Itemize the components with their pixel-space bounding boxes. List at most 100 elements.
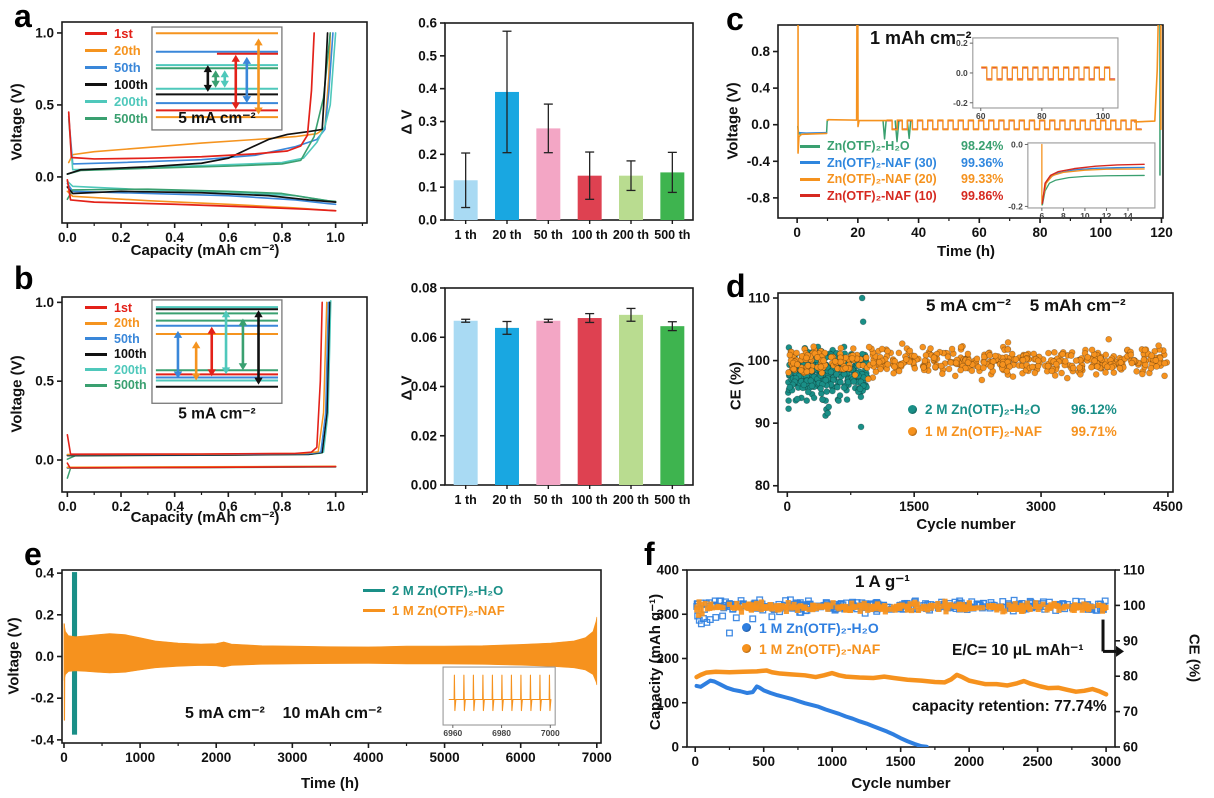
legend-swatch (85, 117, 107, 120)
legend-label: 1 M Zn(OTF)₂-NAF (392, 602, 505, 618)
legend-label: 500th (114, 378, 147, 393)
panel-a-bar-chart: 0.0 0.1 0.2 0.3 0.4 0.5 0.6 1 th 20 th 50 th 100 t… (418, 16, 694, 242)
legend-item: 2 M Zn(OTF)₂-H₂O 96.12% (908, 398, 1117, 420)
svg-text:0.2: 0.2 (35, 607, 54, 622)
svg-text:200: 200 (656, 651, 679, 666)
svg-text:1 th: 1 th (455, 493, 477, 507)
legend-item: 1 M Zn(OTF)₂-H₂O (742, 617, 880, 638)
legend-item: 2 M Zn(OTF)₂-H₂O (363, 580, 505, 600)
legend-item: 500th (85, 110, 148, 127)
legend-swatch (85, 32, 107, 35)
panel-c-legend: Zn(OTF)₂-H₂O 98.24% Zn(OTF)₂-NAF (30) 99.3… (800, 138, 1003, 204)
panel-d-y-axis-label: CE (%) (727, 361, 745, 411)
panel-e-legend: 2 M Zn(OTF)₂-H₂O 1 M Zn(OTF)₂-NAF (363, 580, 505, 620)
svg-text:0.4: 0.4 (418, 81, 437, 96)
legend-item: 200th (85, 93, 148, 110)
legend-item: 1 M Zn(OTF)₂-NAF 99.71% (908, 420, 1117, 442)
svg-text:6960: 6960 (443, 728, 462, 738)
legend-item: 1 M Zn(OTF)₂-NAF (742, 638, 880, 659)
panel-f-rate-note: 1 A g⁻¹ (855, 572, 910, 591)
panel-d-x-axis-label: Cycle number (916, 516, 1016, 533)
svg-text:0.02: 0.02 (411, 428, 437, 443)
panel-e-rate-note: 5 mA cm⁻² 10 mAh cm⁻² (185, 705, 382, 722)
svg-text:0: 0 (671, 740, 679, 755)
legend-swatch (800, 177, 820, 181)
svg-text:70: 70 (1123, 704, 1138, 719)
svg-text:20 th: 20 th (492, 493, 521, 507)
svg-text:100 th: 100 th (572, 228, 608, 242)
svg-text:1.0: 1.0 (35, 295, 54, 310)
svg-text:5 mA cm⁻²: 5 mA cm⁻² (178, 405, 255, 422)
svg-text:0.6: 0.6 (418, 16, 437, 31)
svg-text:1000: 1000 (817, 754, 847, 769)
svg-text:-0.8: -0.8 (747, 190, 771, 205)
legend-label: 1 M Zn(OTF)₂-NAF (925, 423, 1042, 439)
svg-text:3000: 3000 (1026, 499, 1056, 514)
svg-text:0.5: 0.5 (35, 374, 54, 389)
panel-b-bar-chart: 0.00 0.02 0.04 0.06 0.08 1 th 20 th 50 th 100 th… (411, 281, 694, 507)
svg-text:1500: 1500 (899, 499, 929, 514)
legend-label: 2 M Zn(OTF)₂-H₂O (392, 582, 504, 598)
svg-text:-0.2: -0.2 (1008, 201, 1023, 211)
svg-text:6: 6 (1039, 211, 1044, 221)
svg-text:0.1: 0.1 (418, 180, 437, 195)
svg-text:0.6: 0.6 (219, 230, 238, 245)
legend-label: 20th (114, 316, 140, 331)
svg-text:0.4: 0.4 (35, 566, 54, 581)
svg-text:400: 400 (656, 563, 679, 578)
panel-c-x-axis-label: Time (h) (936, 243, 996, 260)
panel-a-legend: 1st 20th 50th 100th 200th 500th (85, 25, 148, 127)
legend-item: 1st (85, 25, 148, 42)
legend-swatch (800, 144, 820, 148)
svg-text:60: 60 (976, 111, 986, 121)
legend-swatch (85, 66, 107, 69)
svg-text:300: 300 (656, 607, 679, 622)
legend-label: 200th (114, 94, 148, 109)
svg-text:0.3: 0.3 (418, 114, 437, 129)
legend-label: 1st (114, 26, 133, 41)
legend-item: 20th (85, 316, 147, 332)
legend-swatch (85, 306, 107, 310)
panel-c-chart: 0 20 40 60 80 100 120 -0.8 -0.4 0.0 0.4 0.8 60 80 100 0… (747, 24, 1173, 240)
panel-a-y-axis-label: Voltage (V) (8, 83, 26, 161)
svg-text:200 th: 200 th (613, 493, 649, 507)
legend-swatch (85, 352, 107, 356)
legend-swatch (908, 404, 917, 414)
panel-a-bar-y-axis-label: Δ V (398, 109, 416, 135)
legend-swatch (800, 161, 820, 165)
legend-swatch (85, 49, 107, 52)
svg-text:0: 0 (784, 499, 792, 514)
legend-item: Zn(OTF)₂-NAF (20) 99.33% (800, 171, 1003, 188)
svg-text:500 th: 500 th (654, 228, 690, 242)
legend-item: 20th (85, 42, 148, 59)
legend-label: 1st (114, 300, 133, 315)
legend-item: 100th (85, 76, 148, 93)
svg-text:10: 10 (1080, 211, 1090, 221)
legend-label: Zn(OTF)₂-NAF (20) (827, 172, 937, 187)
legend-item: Zn(OTF)₂-NAF (10) 99.86% (800, 188, 1003, 205)
legend-label: 100th (114, 347, 147, 362)
svg-text:50 th: 50 th (534, 493, 563, 507)
panel-letter-d: d (726, 268, 746, 304)
legend-swatch (85, 321, 107, 325)
svg-text:0: 0 (60, 750, 68, 765)
svg-text:60: 60 (972, 225, 987, 240)
svg-text:1500: 1500 (886, 754, 916, 769)
svg-text:20: 20 (850, 225, 865, 240)
svg-text:1000: 1000 (125, 750, 155, 765)
legend-swatch (85, 368, 107, 372)
svg-text:4000: 4000 (353, 750, 383, 765)
panel-b-y-axis-label: Voltage (V) (8, 355, 26, 433)
svg-text:100: 100 (1089, 225, 1112, 240)
svg-text:100: 100 (1123, 598, 1146, 613)
svg-text:0.2: 0.2 (956, 38, 968, 48)
legend-swatch (800, 194, 820, 198)
svg-text:100 th: 100 th (572, 493, 608, 507)
panel-a-x-axis-label: Capacity (mAh cm⁻²) (130, 242, 280, 259)
svg-text:12: 12 (1102, 211, 1112, 221)
legend-label: 50th (114, 331, 140, 346)
svg-text:1.0: 1.0 (35, 25, 54, 40)
svg-text:110: 110 (748, 291, 770, 306)
legend-swatch (363, 588, 385, 592)
svg-text:0.0: 0.0 (751, 117, 770, 132)
